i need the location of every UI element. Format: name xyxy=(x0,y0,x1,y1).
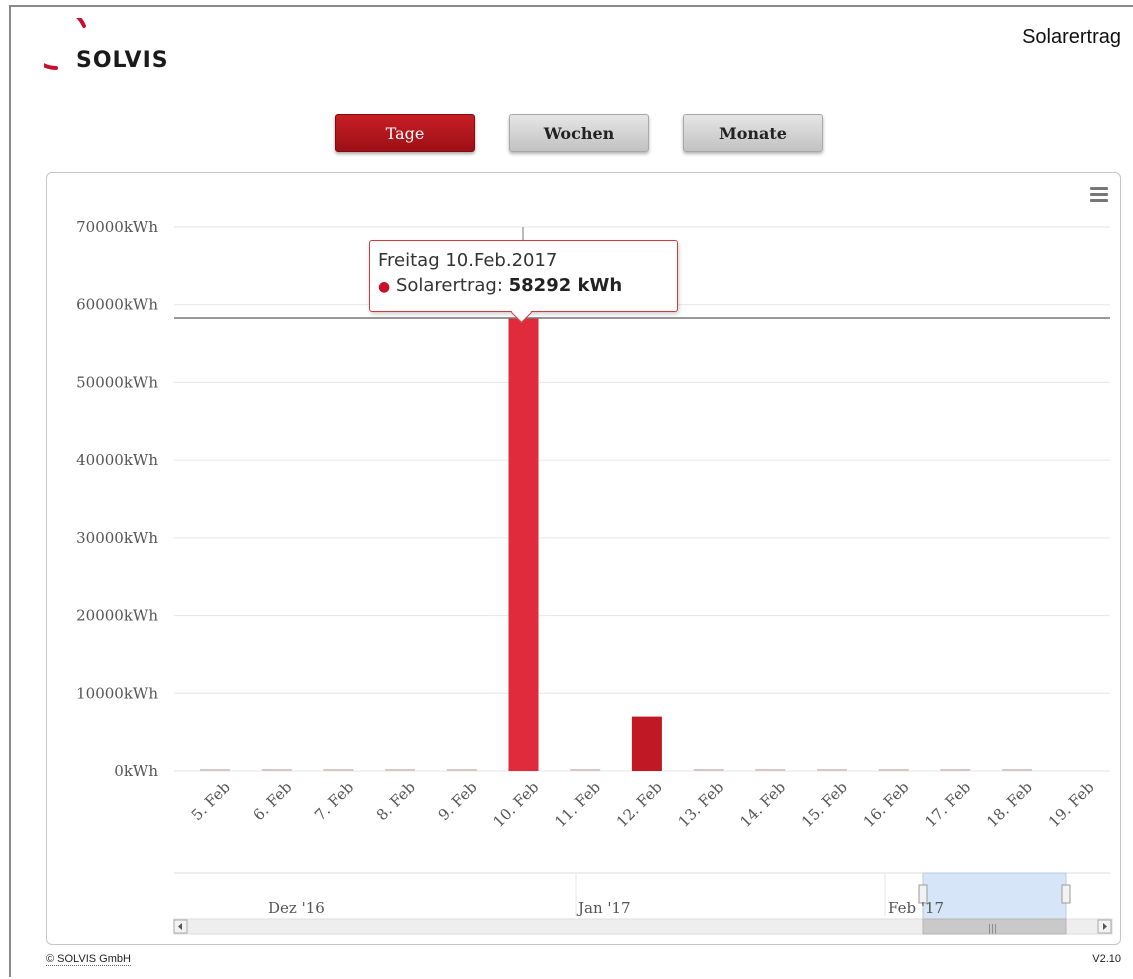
tooltip-date: Freitag 10.Feb.2017 xyxy=(378,250,558,271)
hamburger-menu-icon[interactable] xyxy=(1090,187,1108,203)
x-tick-label: 15. Feb xyxy=(798,778,851,831)
y-tick-label: 40000kWh xyxy=(76,451,158,469)
bar[interactable] xyxy=(385,769,416,771)
navigator-label: Feb '17 xyxy=(888,899,944,917)
bar[interactable] xyxy=(446,769,477,771)
x-tick-label: 17. Feb xyxy=(921,778,974,831)
copyright: © SOLVIS GmbH xyxy=(46,953,131,966)
arrow-right-glyph xyxy=(1103,923,1107,930)
tooltip-row: ● Solarertrag: 58292 kWh xyxy=(378,275,623,296)
x-tick-label: 14. Feb xyxy=(736,778,789,831)
x-tick-label: 7. Feb xyxy=(311,778,357,824)
bar[interactable] xyxy=(693,769,724,771)
x-tick-label: 18. Feb xyxy=(983,778,1036,831)
x-tick-label: 10. Feb xyxy=(490,778,543,831)
y-tick-label: 60000kWh xyxy=(76,296,158,314)
bar[interactable] xyxy=(323,769,354,771)
series-dot-icon: ● xyxy=(378,279,391,295)
y-axis-ticks: 0kWh 10000kWh 20000kWh 30000kWh 40000kWh 5000… xyxy=(76,218,158,780)
version: V2.10 xyxy=(1092,953,1121,965)
x-tick-label: 8. Feb xyxy=(373,778,419,824)
logo-text: SOLVIS xyxy=(76,48,169,73)
y-tick-label: 10000kWh xyxy=(76,684,158,702)
tooltip-series: Solarertrag xyxy=(395,275,497,296)
x-axis-ticks: 5. Feb 6. Feb 7. Feb 8. Feb 9. Feb 10. Feb 11.… xyxy=(188,778,1098,831)
bar[interactable] xyxy=(200,769,230,771)
navigator-label: Jan '17 xyxy=(576,899,631,917)
range-button-months[interactable]: Monate xyxy=(683,114,823,152)
bar[interactable] xyxy=(1002,769,1033,771)
y-tick-label: 70000kWh xyxy=(76,218,158,236)
range-button-days[interactable]: Tage xyxy=(335,114,475,152)
arrow-left-glyph xyxy=(178,923,182,930)
x-tick-label: 5. Feb xyxy=(188,778,234,824)
tooltip-value: 58292 kWh xyxy=(508,275,623,296)
bar[interactable] xyxy=(261,769,292,771)
y-tick-label: 50000kWh xyxy=(76,373,158,391)
range-button-weeks[interactable]: Wochen xyxy=(509,114,649,152)
scroll-grip-icon: ||| xyxy=(988,924,997,934)
y-tick-label: 20000kWh xyxy=(76,607,158,625)
bar-series xyxy=(200,317,1033,771)
x-tick-label: 16. Feb xyxy=(860,778,913,831)
x-tick-label: 19. Feb xyxy=(1045,778,1098,831)
y-tick-label: 0kWh xyxy=(114,762,158,780)
x-tick-label: 6. Feb xyxy=(249,778,295,824)
navigator-label: Dez '16 xyxy=(268,899,325,917)
bar[interactable] xyxy=(508,317,539,771)
bar[interactable] xyxy=(755,769,786,771)
page-title: Solarertrag xyxy=(1022,26,1121,48)
x-tick-label: 9. Feb xyxy=(435,778,481,824)
bar[interactable] xyxy=(817,769,847,771)
bar[interactable] xyxy=(631,716,662,771)
y-tick-label: 30000kWh xyxy=(76,529,158,547)
x-tick-label: 12. Feb xyxy=(613,778,666,831)
bar[interactable] xyxy=(878,769,909,771)
scrollbar-thumb[interactable] xyxy=(922,918,1067,935)
x-tick-label: 13. Feb xyxy=(675,778,728,831)
page-frame xyxy=(9,5,1133,977)
navigator-right-handle xyxy=(1061,884,1071,904)
bar[interactable] xyxy=(940,769,971,771)
navigator-left-handle xyxy=(918,884,928,904)
x-tick-label: 11. Feb xyxy=(551,778,604,831)
bar[interactable] xyxy=(570,769,601,771)
chart-tooltip: Freitag 10.Feb.2017 ● Solarertrag: 58292… xyxy=(369,240,678,324)
